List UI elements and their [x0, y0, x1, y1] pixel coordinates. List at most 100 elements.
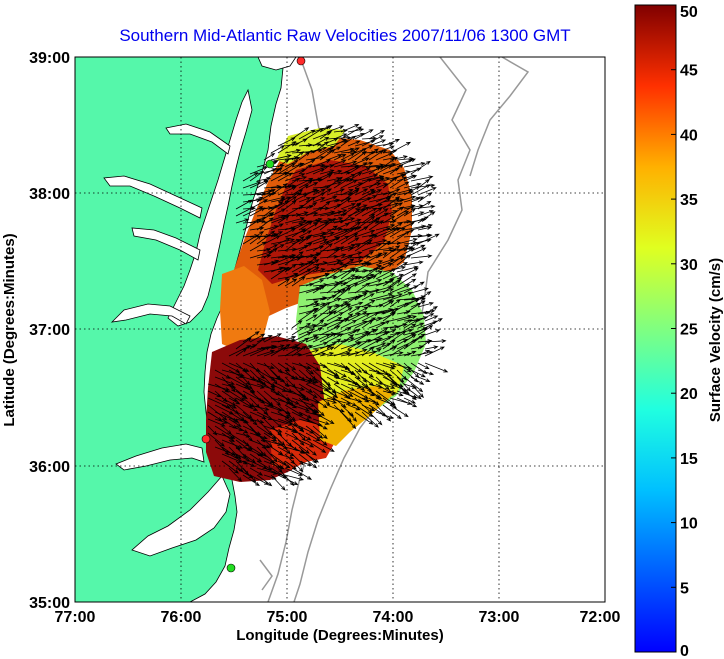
velocity-vector [312, 221, 329, 231]
velocity-vector [361, 312, 379, 322]
colorbar-tick-label: 5 [680, 580, 689, 597]
velocity-vector [298, 180, 314, 189]
velocity-vector [375, 165, 393, 175]
velocity-vector [368, 348, 382, 357]
velocity-vector [277, 215, 290, 224]
velocity-vector [207, 383, 231, 391]
velocity-vector [403, 390, 417, 401]
station-marker[interactable] [265, 159, 275, 169]
velocity-vector [396, 273, 417, 287]
velocity-vector [277, 453, 295, 460]
velocity-vector [312, 301, 331, 315]
velocity-vector [361, 369, 375, 378]
velocity-vector [228, 446, 242, 460]
velocity-vector [242, 467, 257, 483]
y-tick-label: 36:00 [29, 459, 70, 476]
velocity-vector [389, 210, 410, 224]
velocity-vector [347, 140, 361, 147]
velocity-vector [382, 331, 401, 343]
velocity-vector [291, 127, 310, 140]
velocity-vector [291, 177, 314, 189]
velocity-vector [375, 183, 389, 189]
velocity-vector [375, 376, 390, 391]
velocity-vector [389, 299, 401, 308]
velocity-vector [361, 299, 376, 308]
velocity-vector [333, 303, 352, 315]
velocity-vector [228, 467, 243, 482]
velocity-vector [277, 335, 297, 343]
station-marker[interactable] [296, 57, 306, 66]
velocity-vector [312, 188, 327, 196]
velocity-vector [298, 197, 312, 203]
colorbar-tick-label: 20 [680, 386, 698, 403]
station-marker[interactable] [226, 563, 236, 573]
velocity-vector [291, 331, 312, 343]
velocity-vector [347, 362, 363, 373]
velocity-vector [291, 276, 306, 287]
velocity-vector [277, 352, 303, 357]
velocity-vector [291, 460, 304, 473]
velocity-vector [326, 333, 344, 343]
velocity-vector [284, 177, 301, 189]
velocity-vector [410, 184, 431, 196]
colorbar-tick-label: 0 [680, 643, 689, 659]
velocity-vector [375, 224, 396, 231]
x-tick-label: 73:00 [479, 609, 520, 626]
velocity-vector [375, 262, 393, 273]
velocity-vector [326, 312, 344, 322]
velocity-vector [249, 207, 266, 217]
velocity-vector [333, 160, 358, 168]
velocity-vector [249, 170, 265, 182]
colorbar-gradient [634, 4, 677, 653]
velocity-vector [354, 328, 377, 343]
velocity-vector [361, 166, 385, 175]
velocity-vector [354, 411, 374, 425]
velocity-vector [291, 151, 305, 161]
velocity-vector [305, 439, 327, 453]
velocity-vector [277, 172, 294, 182]
velocity-vector [312, 285, 326, 294]
velocity-vector [361, 254, 382, 266]
velocity-vector [305, 362, 320, 372]
velocity-vector [417, 302, 434, 308]
velocity-vector [354, 338, 371, 350]
velocity-vector [305, 182, 319, 189]
velocity-vector [361, 243, 383, 252]
velocity-vector [291, 439, 310, 454]
velocity-vector [312, 333, 331, 343]
velocity-vector [256, 404, 269, 416]
velocity-vector [256, 418, 273, 436]
velocity-vector [249, 333, 266, 343]
x-tick-label: 72:00 [580, 609, 621, 626]
velocity-vector [221, 432, 235, 443]
velocity-vector [319, 124, 333, 133]
velocity-vector [361, 195, 378, 203]
velocity-vector [277, 362, 291, 372]
velocity-vector [305, 383, 325, 395]
velocity-vector [333, 349, 353, 357]
velocity-vector [319, 145, 336, 154]
velocity-vector [382, 404, 402, 420]
velocity-vector [319, 138, 339, 147]
velocity-vector [270, 154, 292, 161]
velocity-vector [263, 244, 279, 252]
velocity-vector [375, 258, 395, 266]
velocity-vector [298, 376, 317, 384]
velocity-vector [396, 254, 412, 266]
velocity-vector [347, 369, 361, 380]
velocity-vector [270, 223, 284, 231]
velocity-vector [305, 279, 325, 287]
velocity-vector [312, 159, 331, 168]
velocity-vector [396, 315, 417, 322]
velocity-vector [424, 346, 445, 357]
velocity-vector [389, 222, 403, 231]
velocity-vector [242, 474, 260, 487]
velocity-vector [298, 460, 313, 466]
velocity-vector [347, 383, 362, 389]
velocity-vector [403, 247, 427, 259]
station-marker[interactable] [201, 434, 211, 444]
velocity-vector [375, 240, 391, 252]
velocity-vector [249, 432, 268, 440]
velocity-vector [333, 178, 350, 189]
velocity-vector [312, 418, 330, 425]
